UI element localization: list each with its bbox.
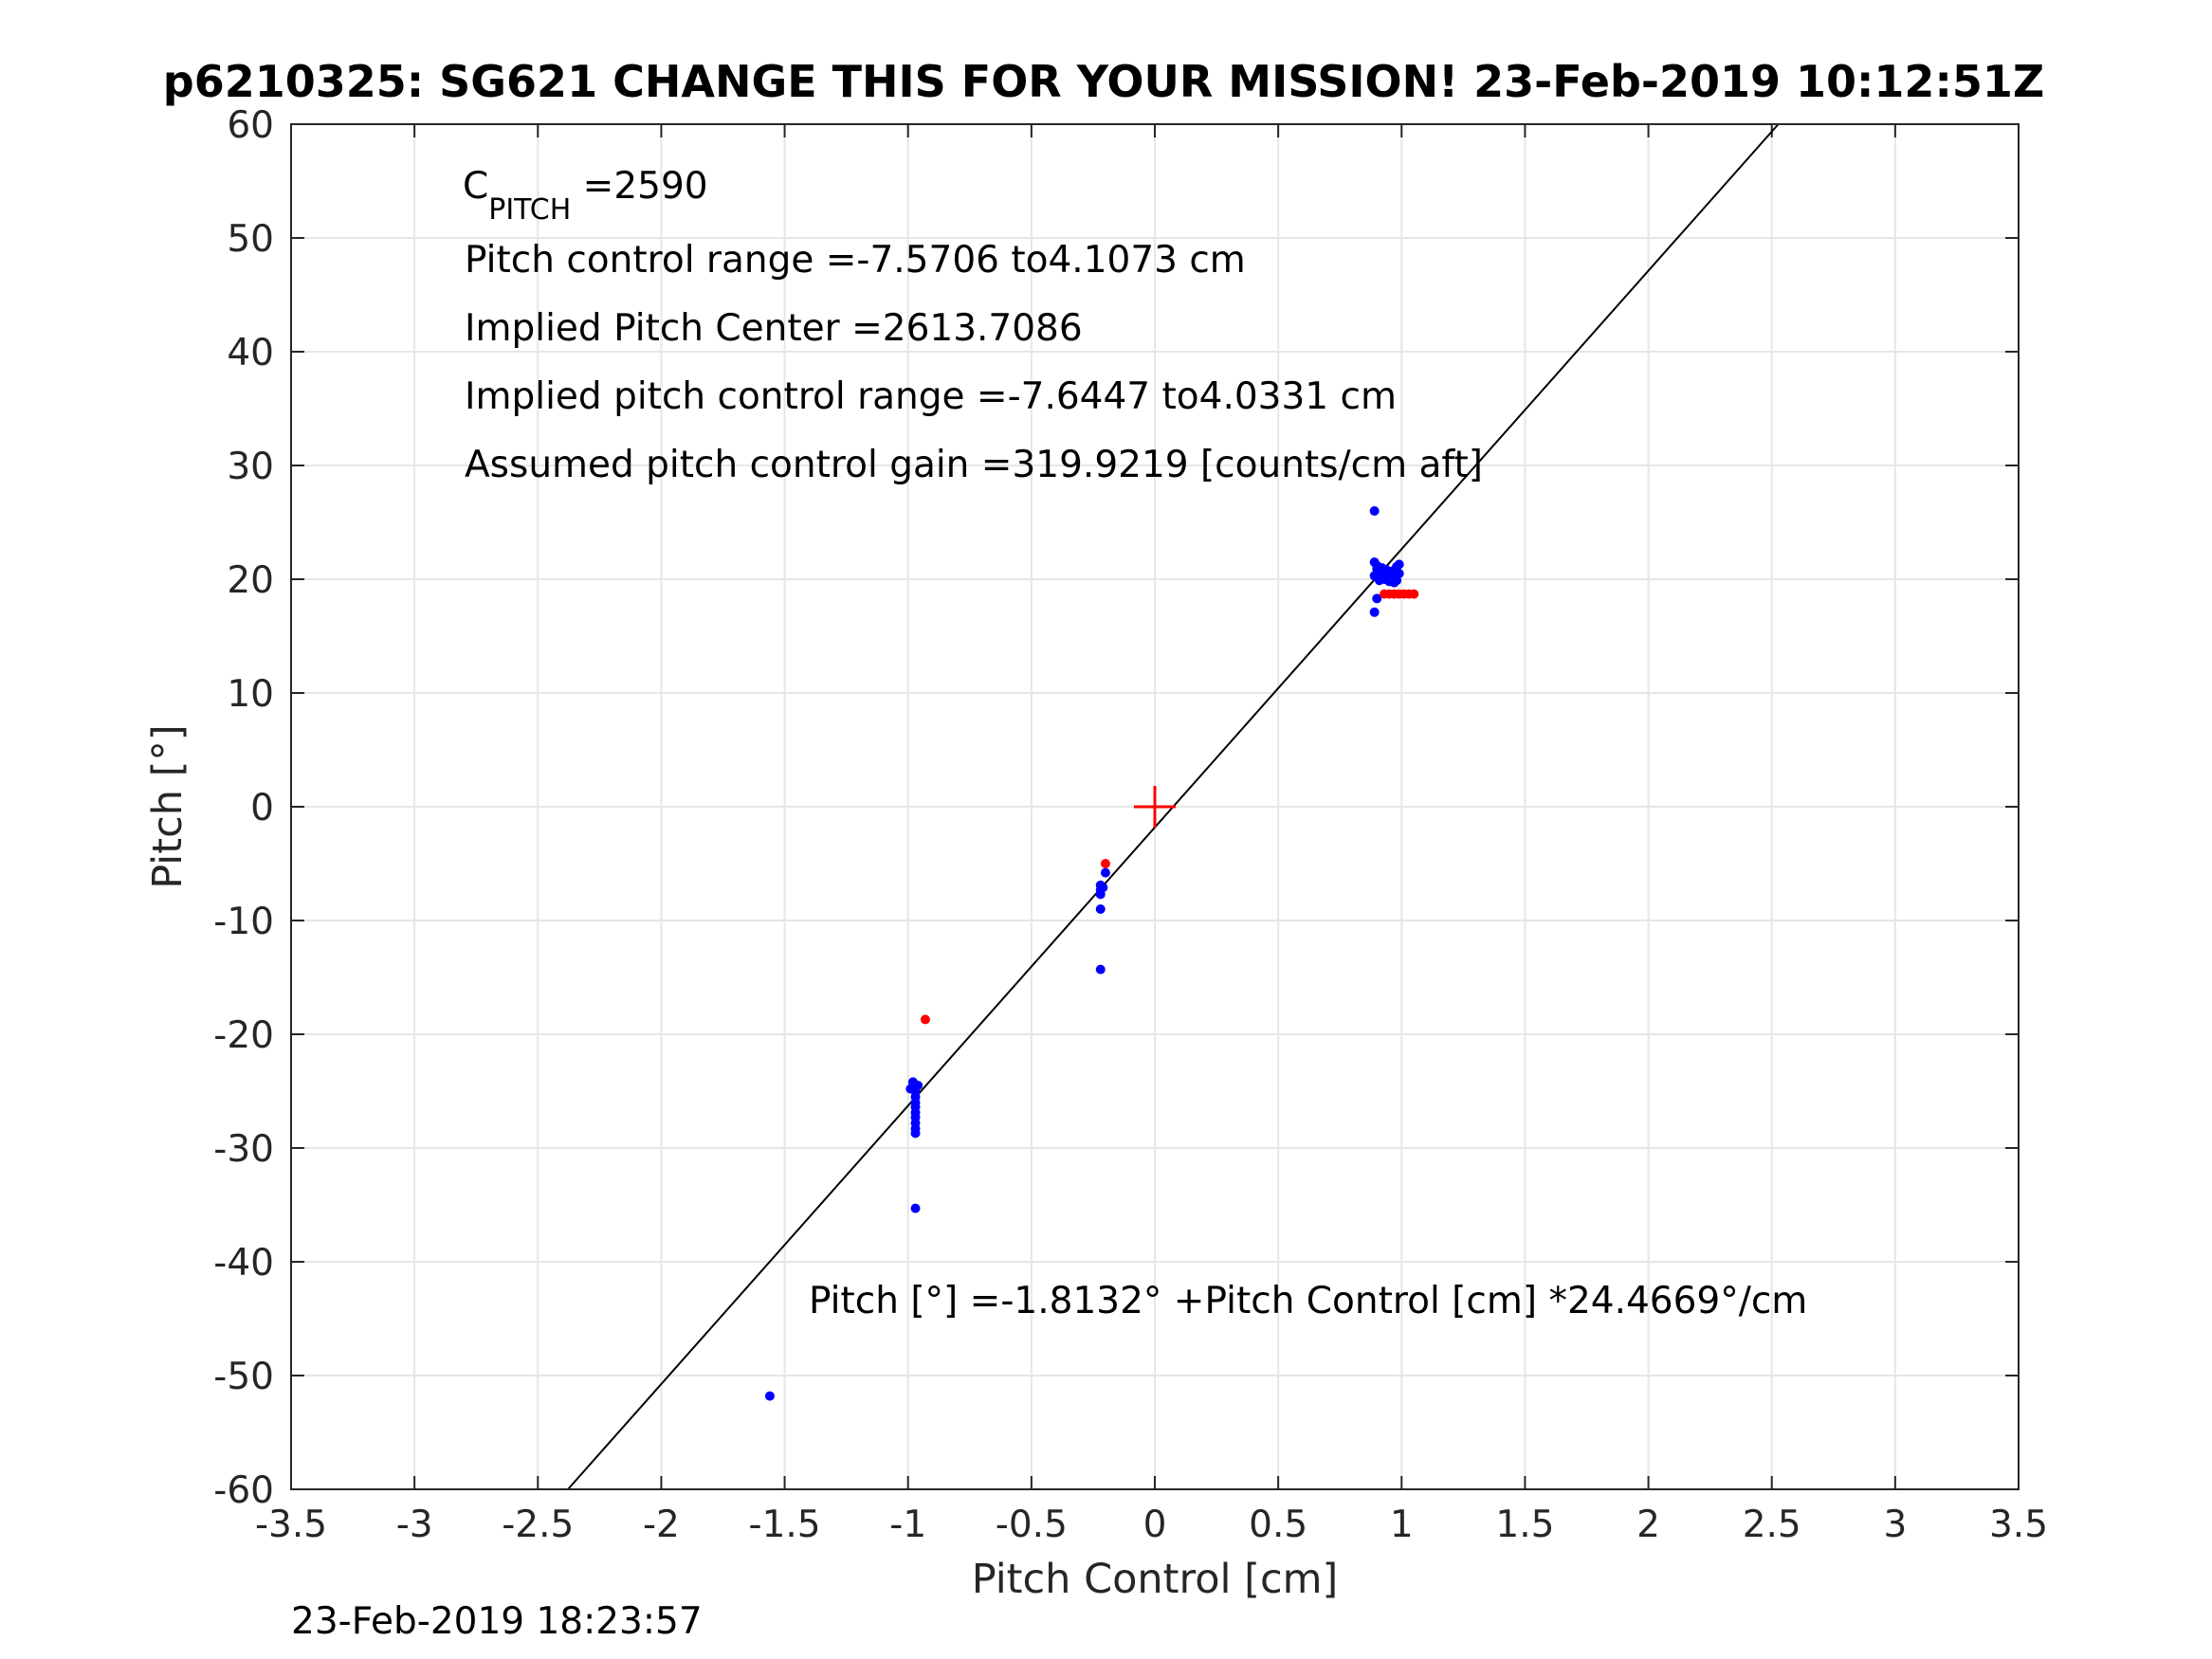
- scatter-point: [1394, 559, 1404, 570]
- y-tick-label: -50: [213, 1356, 274, 1398]
- x-tick-label: 0: [1143, 1504, 1167, 1546]
- scatter-point: [1100, 867, 1110, 878]
- scatter-point: [1369, 506, 1380, 516]
- y-axis-label: Pitch [°]: [144, 724, 192, 888]
- data-points: [764, 506, 1419, 1401]
- scatter-point: [913, 1081, 923, 1090]
- scatter-point: [1095, 904, 1106, 914]
- y-tick-label: 10: [227, 673, 274, 716]
- y-tick-label: -30: [213, 1128, 274, 1171]
- chart-title: p6210325: SG621 CHANGE THIS FOR YOUR MIS…: [163, 56, 2044, 107]
- y-tick-label: -60: [213, 1469, 274, 1512]
- annotation-c-pitch-main: C: [463, 165, 488, 208]
- x-tick-label: -3.5: [255, 1504, 327, 1546]
- y-tick-label: -20: [213, 1014, 274, 1057]
- tick-labels: -3.5 -3 -2.5 -2 -1.5 -1 -0.5 0 0.5 1 1.5 2 2.5 3 3.5 60…: [213, 104, 2048, 1546]
- y-tick-label: 0: [250, 787, 274, 830]
- x-tick-label: -2: [643, 1504, 680, 1546]
- y-tick-label: 40: [227, 332, 274, 374]
- x-tick-label: 0.5: [1249, 1504, 1307, 1546]
- scatter-point: [1394, 569, 1404, 578]
- footer-timestamp: 23-Feb-2019 18:23:57: [291, 1600, 703, 1643]
- scatter-point: [910, 1203, 921, 1213]
- x-tick-label: 2.5: [1743, 1504, 1801, 1546]
- annotation-c-pitch-sub: PITCH: [488, 193, 571, 227]
- scatter-point: [905, 1084, 916, 1094]
- y-tick-label: 30: [227, 446, 274, 488]
- annotation-pitch-center: Implied Pitch Center =2613.7086: [465, 307, 1083, 350]
- x-tick-label: -2.5: [502, 1504, 574, 1546]
- x-tick-label: 1: [1390, 1504, 1414, 1546]
- scatter-point: [1100, 859, 1110, 868]
- x-tick-label: 2: [1636, 1504, 1660, 1546]
- annotation-pitch-range: Pitch control range =-7.5706 to4.1073 cm: [465, 239, 1246, 282]
- x-tick-label: -3: [396, 1504, 433, 1546]
- scatter-point: [764, 1391, 775, 1401]
- x-tick-label: -1.5: [749, 1504, 821, 1546]
- y-tick-label: 60: [227, 104, 274, 147]
- x-tick-label: -1: [889, 1504, 926, 1546]
- y-tick-label: 20: [227, 559, 274, 602]
- annotation-c-pitch-value: =2590: [571, 165, 707, 208]
- annotation-c-pitch: CPITCH =2590: [463, 165, 708, 227]
- scatter-point: [920, 1014, 930, 1025]
- x-tick-label: -0.5: [996, 1504, 1068, 1546]
- annotation-implied-range: Implied pitch control range =-7.6447 to4…: [465, 375, 1397, 418]
- scatter-point: [1095, 964, 1106, 975]
- scatter-point: [1369, 607, 1380, 617]
- scatter-point: [1409, 589, 1419, 599]
- scatter-point: [1372, 593, 1382, 604]
- y-tick-label: -10: [213, 901, 274, 943]
- x-tick-label: 1.5: [1495, 1504, 1554, 1546]
- plot-frame: [290, 123, 2020, 1490]
- scatter-point: [910, 1128, 921, 1139]
- x-axis-label: Pitch Control [cm]: [972, 1556, 1339, 1603]
- scatter-point: [1098, 883, 1108, 893]
- grid-lines: [290, 123, 2020, 1490]
- annotation-fit-equation: Pitch [°] =-1.8132° +Pitch Control [cm] …: [809, 1280, 1807, 1322]
- x-tick-label: 3.5: [1989, 1504, 2048, 1546]
- scatter-point: [1374, 575, 1384, 586]
- annotation-gain: Assumed pitch control gain =319.9219 [co…: [465, 444, 1483, 486]
- x-tick-label: 3: [1883, 1504, 1907, 1546]
- y-tick-label: 50: [227, 218, 274, 261]
- y-tick-label: -40: [213, 1242, 274, 1285]
